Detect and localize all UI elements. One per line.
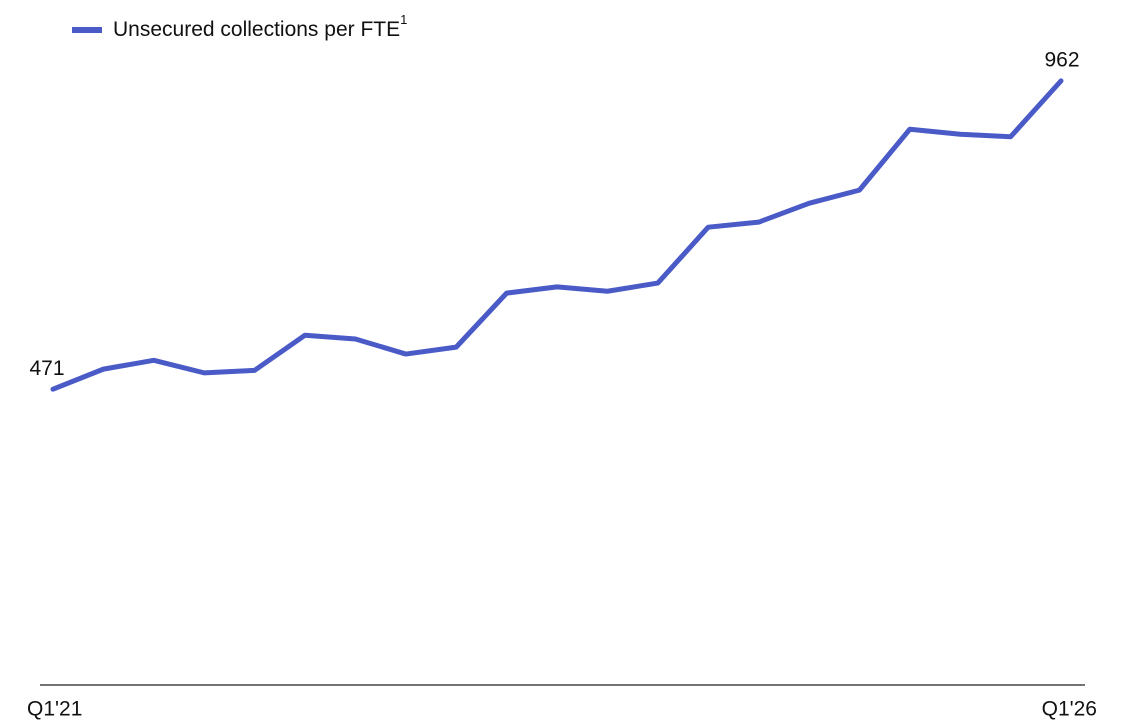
legend-label: Unsecured collections per FTE1 <box>113 12 407 40</box>
series-line <box>50 78 1064 392</box>
data-label: 471 <box>29 357 64 380</box>
legend-footnote: 1 <box>400 12 407 27</box>
legend-name: Unsecured collections per FTE <box>113 18 400 41</box>
data-label: 962 <box>1044 48 1079 71</box>
x-tick-label: Q1'26 <box>1042 698 1097 721</box>
x-tick-label: Q1'21 <box>27 698 82 721</box>
